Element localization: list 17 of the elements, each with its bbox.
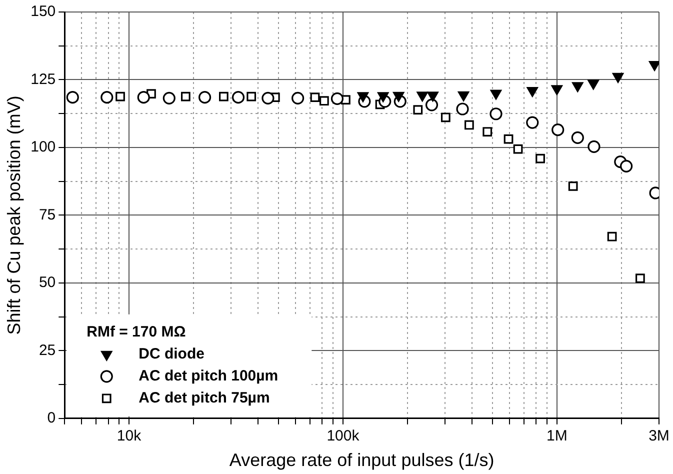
x-tick-label: 1M bbox=[546, 428, 568, 445]
legend-label: DC diode bbox=[138, 346, 204, 363]
x-tick-label: 100k bbox=[326, 428, 360, 445]
y-tick-label: 75 bbox=[38, 206, 56, 224]
y-tick-label: 25 bbox=[38, 342, 56, 359]
legend-label: AC det pitch 100µm bbox=[138, 368, 278, 385]
y-tick-label: 0 bbox=[47, 410, 56, 427]
legend-label: AC det pitch 75µm bbox=[138, 390, 270, 407]
x-tick-label: 10k bbox=[116, 428, 142, 445]
y-tick-label: 125 bbox=[30, 70, 56, 88]
y-tick-label: 150 bbox=[30, 3, 56, 20]
y-tick-label: 50 bbox=[38, 274, 56, 292]
x-tick-label: 3M bbox=[648, 428, 670, 445]
y-axis-title: Shift of Cu peak position (mV) bbox=[4, 96, 24, 335]
x-axis-title: Average rate of input pulses (1/s) bbox=[229, 450, 494, 470]
legend-title: RMf = 170 MΩ bbox=[86, 324, 186, 341]
y-tick-label: 100 bbox=[30, 138, 56, 156]
